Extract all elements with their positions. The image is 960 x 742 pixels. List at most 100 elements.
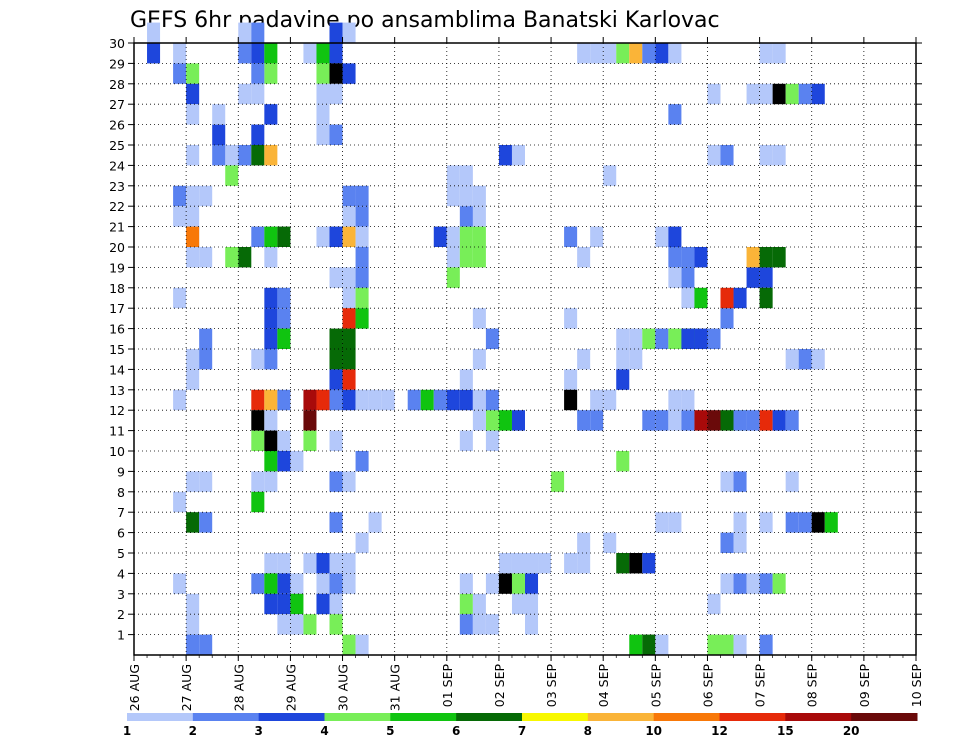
cell-mark [511, 553, 525, 574]
cell-mark [277, 430, 291, 451]
cell-mark [733, 573, 747, 594]
cell-mark [329, 267, 343, 288]
cell-mark [707, 410, 721, 431]
cell-mark [668, 389, 682, 411]
cell-mark [238, 145, 252, 166]
cell-mark [629, 328, 643, 349]
cell-mark [472, 389, 486, 411]
colorbar-label: 8 [584, 724, 592, 738]
cell-mark [720, 287, 734, 309]
y-tick-label: 16 [109, 322, 125, 337]
cell-mark [342, 206, 356, 227]
cell-mark [342, 308, 356, 329]
cell-mark [186, 369, 200, 390]
cell-mark [342, 389, 356, 411]
cell-mark [720, 532, 734, 553]
cell-mark [329, 328, 343, 349]
cell-mark [264, 328, 278, 349]
cell-mark [173, 206, 187, 227]
y-tick-label: 25 [109, 138, 125, 153]
cell-mark [759, 287, 773, 309]
colorbar-swatch [587, 713, 655, 721]
cell-mark [186, 614, 200, 635]
cell-mark [329, 512, 343, 533]
cell-mark [590, 389, 604, 411]
cell-mark [577, 553, 591, 574]
cell-mark [316, 63, 330, 84]
colorbar-label: 5 [386, 724, 394, 738]
y-tick-label: 7 [117, 505, 125, 520]
cell-mark [733, 532, 747, 553]
y-tick-label: 11 [109, 424, 125, 439]
cell-mark [186, 63, 200, 84]
cell-mark [590, 410, 604, 431]
cell-mark [681, 247, 695, 268]
colorbar-swatch [324, 713, 391, 721]
x-tick-label: 31 AUG [388, 664, 403, 711]
cell-mark [694, 247, 708, 268]
cell-mark [251, 124, 265, 145]
cell-mark [759, 634, 773, 655]
cell-mark [290, 614, 304, 635]
cell-mark [329, 389, 343, 411]
cell-mark [355, 389, 369, 411]
cell-mark [485, 573, 499, 594]
cell-mark [173, 573, 187, 594]
cell-mark [186, 104, 200, 125]
x-tick-label: 01 SEP [440, 664, 455, 708]
cell-mark [329, 553, 343, 574]
cell-mark [681, 328, 695, 349]
cell-mark [681, 267, 695, 288]
cell-mark [824, 512, 838, 533]
cell-mark [459, 614, 473, 635]
cell-mark [472, 185, 486, 207]
cell-mark [707, 634, 721, 655]
cell-mark [368, 389, 382, 411]
cell-mark [277, 593, 291, 615]
y-tick-label: 23 [109, 179, 125, 194]
cell-mark [577, 410, 591, 431]
cell-mark [264, 553, 278, 574]
cell-mark [199, 328, 213, 349]
cell-mark [629, 43, 643, 64]
cell-mark [733, 410, 747, 431]
cell-mark [186, 471, 200, 492]
cell-mark [264, 471, 278, 492]
y-tick-label: 9 [117, 464, 125, 479]
cell-mark [564, 369, 578, 390]
cell-mark [329, 573, 343, 594]
colorbar: 1 2 3 4 5 6 7 8 10 12 15 20 [123, 713, 918, 738]
cell-mark [342, 185, 356, 207]
y-tick-label: 30 [109, 36, 125, 51]
cell-mark [525, 553, 539, 574]
cell-mark [694, 410, 708, 431]
cell-mark [459, 165, 473, 186]
cell-mark [264, 287, 278, 309]
cell-mark [459, 226, 473, 247]
y-tick-label: 27 [109, 97, 125, 112]
y-tick-label: 3 [117, 587, 125, 602]
cell-mark [251, 22, 265, 43]
y-tick-label: 13 [109, 383, 125, 398]
x-tick-label: 03 SEP [544, 664, 559, 708]
y-tick-label: 15 [109, 342, 125, 357]
y-tick-label: 5 [117, 546, 125, 561]
cell-mark [186, 634, 200, 655]
cell-mark [264, 247, 278, 268]
cell-mark [616, 553, 630, 574]
cell-mark [772, 145, 786, 166]
cell-mark [733, 287, 747, 309]
cell-mark [668, 267, 682, 288]
cell-mark [642, 553, 656, 574]
cell-mark [355, 226, 369, 247]
y-tick-label: 19 [109, 260, 125, 275]
cell-mark [342, 369, 356, 390]
cell-mark [564, 226, 578, 247]
cell-mark [329, 369, 343, 390]
cell-mark [551, 471, 565, 492]
cell-mark [590, 43, 604, 64]
cell-mark [577, 532, 591, 553]
cell-mark [264, 573, 278, 594]
cell-mark [616, 369, 630, 390]
cell-mark [316, 553, 330, 574]
